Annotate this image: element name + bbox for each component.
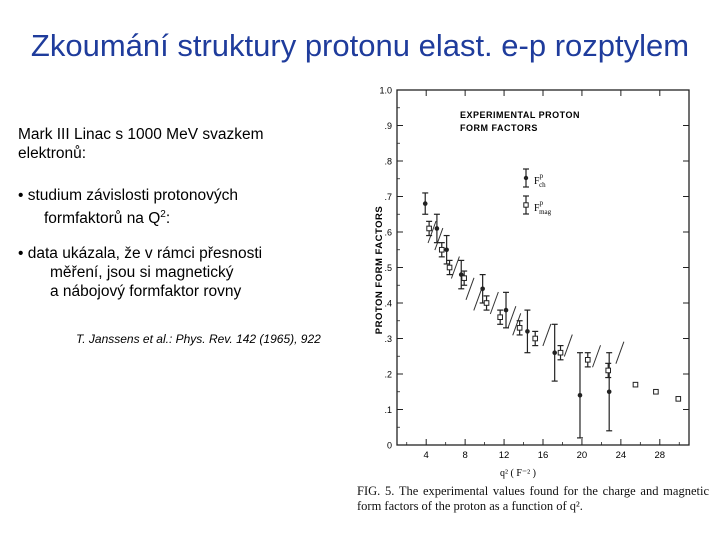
charge-point <box>552 350 557 356</box>
slash-mark <box>507 306 517 329</box>
charge-point <box>606 389 612 395</box>
charge-point <box>480 286 485 292</box>
slide-title: Zkoumání struktury protonu elast. e-p ro… <box>30 28 690 63</box>
magnetic-point <box>426 225 432 232</box>
x-tick-label: 24 <box>616 450 627 461</box>
legend-title-line-1: EXPERIMENTAL PROTON <box>460 110 580 120</box>
slash-mark <box>489 291 499 315</box>
legend: EXPERIMENTAL PROTON FORM FACTORS Fp ch Fp… <box>460 110 580 216</box>
magnetic-point <box>632 381 639 388</box>
figure-caption: FIG. 5. The experimental values found fo… <box>357 484 709 513</box>
x-tick-label: 12 <box>499 450 510 461</box>
x-tick-label: 28 <box>655 450 666 461</box>
y-tick-label: .1 <box>384 405 392 415</box>
plot-frame <box>396 89 690 446</box>
intro-text: Mark III Linac s 1000 MeV svazkem elektr… <box>18 125 348 163</box>
magnetic-point <box>497 314 503 320</box>
bullet-1-line-2: formfaktorů na Q2: <box>18 205 348 228</box>
magnetic-point <box>653 388 659 395</box>
legend-charge-entry: Fp ch <box>523 168 546 189</box>
y-tick-label: .2 <box>384 370 392 380</box>
bullet-1-tail: : <box>165 210 171 228</box>
slash-mark <box>427 220 437 244</box>
intro-line-2: elektronů: <box>18 145 87 162</box>
slash-mark <box>465 277 475 300</box>
citation: T. Janssens et al.: Phys. Rev. 142 (1965… <box>76 332 321 346</box>
slash-mark <box>473 288 483 311</box>
slash-mark <box>563 334 573 357</box>
y-tick-label: .8 <box>384 157 392 167</box>
magnetic-point <box>532 335 539 342</box>
charge-point <box>577 393 583 398</box>
slash-mark <box>434 227 444 251</box>
x-axis-label: q² ( F⁻² ) <box>500 468 536 479</box>
slash-mark <box>542 323 552 347</box>
y-tick-label: .6 <box>384 228 392 238</box>
magnetic-point <box>675 396 682 402</box>
charge-point <box>444 247 449 253</box>
y-axis-label: PROTON FORM FACTORS <box>374 206 385 334</box>
x-tick-label: 8 <box>462 450 467 461</box>
y-tick-label: .5 <box>384 263 392 273</box>
x-tick-label: 4 <box>424 450 429 461</box>
magnetic-point <box>605 367 612 374</box>
legend-charge-label: Fp ch <box>534 172 546 189</box>
slash-mark <box>592 345 602 368</box>
slash-mark <box>615 341 625 364</box>
charge-point <box>422 201 428 206</box>
charge-point <box>525 329 530 334</box>
y-tick-label: .7 <box>384 192 392 202</box>
intro-line-1: Mark III Linac s 1000 MeV svazkem <box>18 126 264 143</box>
y-tick-label: .9 <box>384 121 392 131</box>
charge-point <box>434 226 440 231</box>
magnetic-point <box>446 264 453 271</box>
legend-title-line-2: FORM FACTORS <box>460 123 538 133</box>
plot-data <box>422 192 682 439</box>
bullet-1-sup: 2 <box>160 209 166 220</box>
y-tick-label: 1.0 <box>379 86 392 96</box>
magnetic-point <box>584 357 591 363</box>
bullet-1-line-1: • studium závislosti protonových <box>18 187 238 204</box>
magnetic-point <box>461 275 467 281</box>
magnetic-point <box>438 246 445 253</box>
bullet-2-line-1: • data ukázala, že v rámci přesnosti <box>18 245 263 262</box>
bullet-1-text: formfaktorů na Q <box>44 210 161 228</box>
bullet-2: • data ukázala, že v rámci přesnosti měř… <box>18 244 348 301</box>
magnetic-point <box>483 300 490 306</box>
y-tick-label: .3 <box>384 334 392 344</box>
magnetic-point <box>557 349 564 356</box>
bullet-2-line-2: měření, jsou si magnetický <box>50 264 234 281</box>
bullet-1: • studium závislosti protonových formfak… <box>18 186 348 228</box>
plot-axes: 0 .1 .2 .3 .4 .5 .6 .7 .8 .9 1.0 4 8 12 16 20 24 28 <box>379 86 690 461</box>
y-tick-label: 0 <box>387 441 392 451</box>
x-tick-label: 20 <box>577 450 588 461</box>
legend-mag-entry: Fp mag <box>523 195 552 216</box>
slash-mark <box>512 313 522 336</box>
bullet-2-line-3: a nábojový formfaktor rovny <box>50 283 242 300</box>
y-tick-label: .4 <box>384 299 392 309</box>
charge-point <box>503 307 509 313</box>
slash-mark <box>450 256 460 279</box>
legend-mag-label: Fp mag <box>534 199 552 216</box>
form-factor-figure: 0 .1 .2 .3 .4 .5 .6 .7 .8 .9 1.0 4 8 12 16 20 24 28 EXPER… <box>374 86 690 479</box>
magnetic-point <box>516 325 523 331</box>
x-tick-label: 16 <box>538 450 549 461</box>
